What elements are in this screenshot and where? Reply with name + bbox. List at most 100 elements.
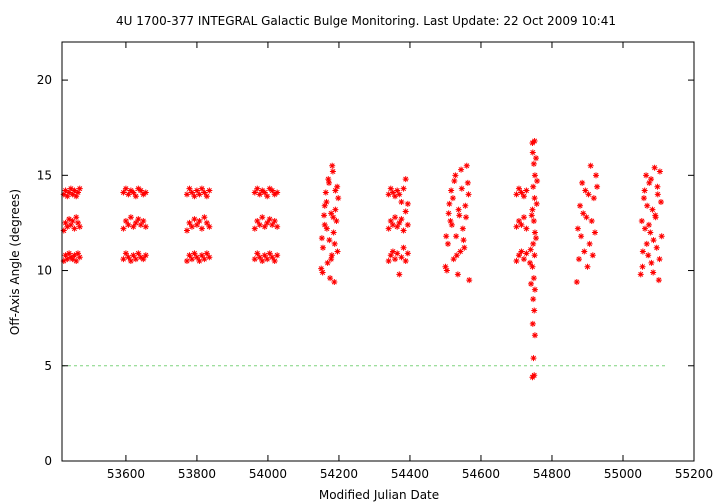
data-point	[648, 176, 655, 183]
data-point	[188, 189, 195, 196]
data-point	[523, 225, 530, 232]
data-point	[334, 248, 341, 255]
data-point	[201, 256, 208, 263]
data-point	[398, 254, 405, 261]
data-point	[458, 185, 465, 192]
data-point	[330, 214, 337, 221]
data-point	[463, 162, 470, 169]
data-point	[324, 259, 331, 266]
data-point	[261, 189, 268, 196]
data-point	[130, 189, 137, 196]
data-point	[584, 263, 591, 270]
data-point	[387, 218, 394, 225]
data-point	[533, 200, 540, 207]
data-point	[529, 206, 536, 213]
data-point	[534, 178, 541, 185]
data-point	[513, 258, 520, 265]
data-point	[404, 250, 411, 257]
data-point	[64, 256, 71, 263]
data-point	[456, 212, 463, 219]
data-point	[590, 195, 597, 202]
data-point	[385, 225, 392, 232]
data-point	[73, 214, 80, 221]
data-point	[656, 168, 663, 175]
data-point	[325, 176, 332, 183]
data-point	[142, 189, 149, 196]
data-point	[191, 216, 198, 223]
data-point	[529, 149, 536, 156]
data-point	[66, 216, 73, 223]
data-point	[188, 223, 195, 230]
data-point	[327, 275, 334, 282]
x-tick-label: 53800	[178, 467, 216, 481]
x-tick-label: 55200	[675, 467, 713, 481]
data-point	[271, 191, 278, 198]
data-point	[140, 218, 147, 225]
data-point	[591, 229, 598, 236]
data-point	[120, 189, 127, 196]
data-point	[183, 227, 190, 234]
data-point	[269, 187, 276, 194]
data-point	[254, 250, 261, 257]
data-point	[654, 191, 661, 198]
data-point	[330, 229, 337, 236]
data-point	[76, 254, 83, 261]
data-point	[649, 206, 656, 213]
data-point	[328, 210, 335, 217]
data-point	[529, 320, 536, 327]
data-point	[186, 185, 193, 192]
data-point	[323, 198, 330, 205]
x-tick-label: 54000	[249, 467, 287, 481]
data-point	[398, 198, 405, 205]
data-point	[453, 233, 460, 240]
data-point	[575, 256, 582, 263]
data-point	[201, 189, 208, 196]
data-point	[318, 235, 325, 242]
data-point	[398, 216, 405, 223]
data-point	[402, 208, 409, 215]
data-point	[321, 212, 328, 219]
data-point	[443, 233, 450, 240]
data-point	[640, 195, 647, 202]
data-point	[256, 221, 263, 228]
data-point	[74, 189, 81, 196]
data-point	[73, 258, 80, 265]
data-point	[206, 254, 213, 261]
data-point	[447, 218, 454, 225]
data-point	[251, 225, 258, 232]
data-point	[331, 278, 338, 285]
data-point	[64, 193, 71, 200]
data-point	[653, 244, 660, 251]
data-point	[396, 219, 403, 226]
data-point	[196, 218, 203, 225]
data-point	[193, 254, 200, 261]
data-point	[515, 218, 522, 225]
data-point	[60, 227, 67, 234]
data-point	[585, 191, 592, 198]
y-tick-label: 0	[44, 454, 52, 468]
data-point	[513, 191, 520, 198]
data-point	[188, 256, 195, 263]
data-point	[645, 252, 652, 259]
data-point	[321, 202, 328, 209]
data-point	[520, 193, 527, 200]
data-point	[528, 280, 535, 287]
data-point	[196, 258, 203, 265]
data-point	[333, 218, 340, 225]
chart-title: 4U 1700-377 INTEGRAL Galactic Bulge Moni…	[116, 14, 616, 28]
data-point	[127, 187, 134, 194]
data-point	[463, 214, 470, 221]
data-point	[638, 218, 645, 225]
data-point	[69, 191, 76, 198]
data-point	[518, 248, 525, 255]
data-point	[71, 252, 78, 259]
data-point	[130, 252, 137, 259]
data-point	[642, 225, 649, 232]
data-point	[120, 256, 127, 263]
data-point	[198, 185, 205, 192]
data-point	[186, 252, 193, 259]
y-tick-label: 20	[37, 73, 52, 87]
data-point	[62, 219, 69, 226]
y-tick-label: 5	[44, 359, 52, 373]
data-point	[193, 221, 200, 228]
